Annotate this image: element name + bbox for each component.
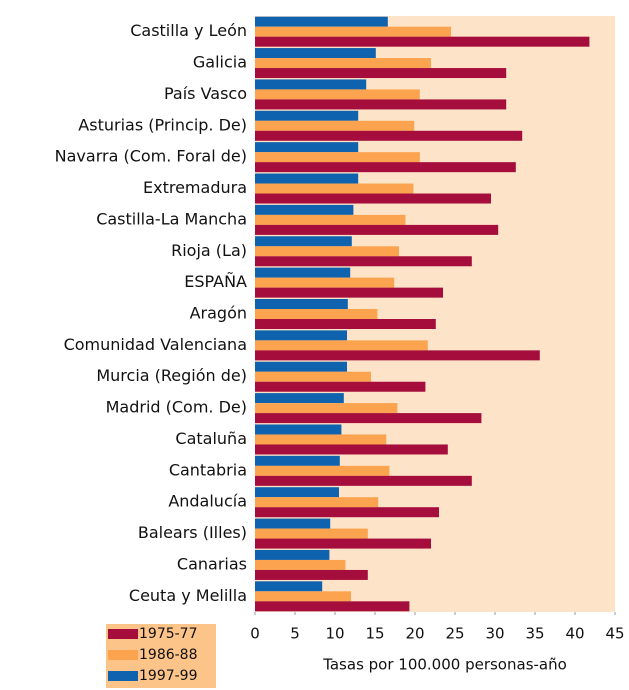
bar [255, 413, 482, 424]
y-tick-label: Aragón [190, 304, 247, 323]
y-tick-label: Cantabria [169, 460, 247, 479]
bar [255, 36, 590, 47]
bar [255, 79, 367, 90]
x-tick-label: 10 [325, 625, 344, 643]
bar [255, 142, 359, 153]
y-tick-label: ESPAÑA [184, 272, 247, 291]
bar [255, 99, 507, 110]
legend-swatch [108, 629, 138, 639]
bar [255, 444, 448, 455]
bar [255, 434, 387, 445]
bar [255, 465, 390, 476]
bar [255, 319, 436, 329]
bar [255, 487, 339, 498]
bar [255, 330, 347, 341]
legend-label: 1986-88 [139, 647, 198, 663]
y-tick-label: Asturias (Princip. De) [78, 115, 247, 134]
bar [255, 162, 516, 173]
y-tick-label: Balears (Illes) [138, 523, 247, 542]
y-tick-label: Galicia [193, 53, 247, 72]
bar [255, 152, 420, 163]
bar [255, 455, 340, 466]
bar [255, 204, 354, 215]
bar [255, 475, 472, 486]
bar [255, 183, 414, 194]
bar [255, 246, 399, 257]
bar [255, 381, 426, 392]
x-tick-label: 45 [605, 625, 624, 643]
y-tick-label: Ceuta y Melilla [129, 586, 247, 605]
bar [255, 58, 431, 69]
bar [255, 591, 351, 602]
y-tick-label: Castilla-La Mancha [96, 209, 247, 228]
bar [255, 173, 359, 184]
bar [255, 299, 348, 309]
bar [255, 569, 368, 580]
x-tick-label: 25 [445, 625, 464, 643]
y-tick-label: País Vasco [164, 84, 247, 103]
y-tick-label: Comunidad Valenciana [64, 335, 247, 354]
bar [255, 350, 540, 361]
bar [255, 214, 406, 225]
bar [255, 581, 323, 592]
bar [255, 267, 351, 278]
y-tick-label: Murcia (Región de) [96, 366, 247, 385]
x-tick-label: 30 [485, 625, 504, 643]
bar [255, 549, 330, 560]
y-tick-label: Canarias [177, 554, 247, 573]
bar [255, 497, 379, 508]
y-tick-label: Cataluña [175, 429, 247, 448]
x-tick-label: 0 [250, 625, 260, 643]
bar [255, 130, 523, 141]
x-tick-label: 20 [405, 625, 424, 643]
x-tick-label: 40 [565, 625, 584, 643]
bar [255, 518, 331, 529]
bar [255, 424, 342, 435]
bar [255, 371, 371, 382]
y-tick-label: Castilla y León [130, 21, 247, 40]
bar [255, 287, 443, 298]
bar [255, 68, 507, 79]
bar [255, 277, 395, 288]
x-tick-label: 35 [525, 625, 544, 643]
bar [255, 16, 388, 27]
bar [255, 236, 352, 247]
x-tick-label: 5 [290, 625, 300, 643]
legend-swatch [108, 671, 138, 681]
bar [255, 110, 359, 121]
bar [255, 89, 420, 100]
legend-swatch [108, 650, 138, 660]
y-tick-label: Madrid (Com. De) [106, 398, 247, 417]
legend-label: 1975-77 [139, 626, 198, 642]
x-axis-title: Tasas por 100.000 personas-año [322, 656, 567, 674]
bar [255, 193, 491, 204]
bar [255, 309, 378, 319]
y-tick-label: Andalucía [168, 492, 247, 511]
bar [255, 538, 431, 549]
bar [255, 340, 428, 351]
bar [255, 256, 472, 267]
bar [255, 361, 347, 372]
y-tick-label: Extremadura [143, 178, 247, 197]
bar [255, 26, 451, 37]
y-tick-label: Navarra (Com. Foral de) [55, 147, 247, 166]
legend-label: 1997-99 [139, 668, 198, 684]
x-tick-label: 15 [365, 625, 384, 643]
bar [255, 507, 439, 518]
bar [255, 601, 410, 612]
y-tick-label: Rioja (La) [171, 241, 247, 260]
bar [255, 393, 344, 404]
bar [255, 528, 368, 539]
bar [255, 48, 376, 59]
bar [255, 403, 398, 414]
bar [255, 559, 346, 570]
bar [255, 120, 415, 131]
bar [255, 224, 499, 235]
